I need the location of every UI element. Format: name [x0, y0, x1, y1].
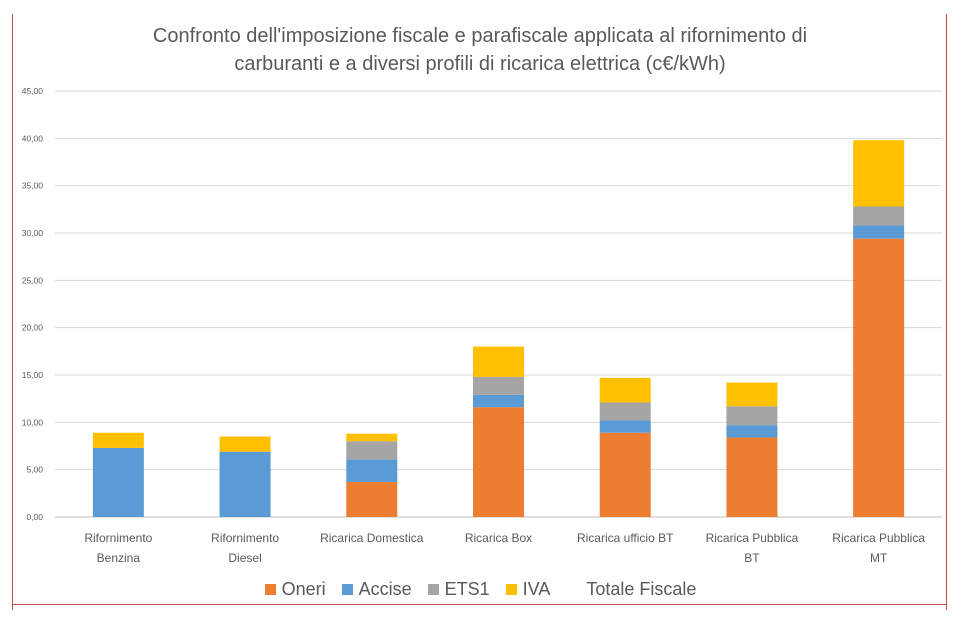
bar-accise [473, 394, 524, 408]
bar-iva [473, 346, 524, 377]
y-tick-label: 45,00 [22, 86, 44, 96]
x-category-label: Ricarica Pubblica BT [706, 531, 799, 565]
legend-item-oneri: Oneri [264, 578, 326, 600]
bar-oneri [346, 481, 398, 517]
frame-bottom-rule [12, 604, 946, 605]
x-category-label: Ricarica Box [465, 531, 532, 545]
y-tick-label: 10,00 [22, 417, 44, 427]
legend-item-accise: Accise [341, 578, 412, 600]
bar-oneri [599, 432, 651, 517]
legend-swatch [341, 583, 353, 595]
chart-title-line-2: carburanti e a diversi profili di ricari… [234, 53, 726, 75]
y-tick-label: 25,00 [22, 275, 44, 285]
bar-iva [599, 377, 651, 403]
legend-item-ets1: ETS1 [427, 578, 490, 600]
bar-accise [853, 225, 905, 239]
chart-legend: Oneri Accise ETS1 IVA Totale Fiscale [0, 576, 961, 602]
chart-title: Confronto dell'imposizione fiscale e par… [60, 22, 900, 78]
legend-item-totale-fiscale: Totale Fiscale [586, 578, 697, 599]
chart-frame [12, 14, 947, 610]
legend-label: Oneri [281, 578, 326, 599]
chart-title-line-1: Confronto dell'imposizione fiscale e par… [152, 25, 808, 47]
bar-accise [219, 451, 271, 517]
legend-item-iva: IVA [505, 578, 551, 600]
y-tick-label: 15,00 [22, 370, 44, 380]
bar-ets1 [726, 406, 778, 426]
x-category-label: Ricarica ufficio BT [577, 531, 674, 545]
x-category-label: Ricarica Domestica [320, 531, 424, 545]
x-category-label: Rifornimento Diesel [211, 531, 279, 565]
legend-swatch [505, 583, 517, 595]
x-category-label: Ricarica Pubblica MT [832, 531, 925, 565]
bar-oneri [853, 238, 905, 517]
bar-iva [219, 436, 271, 452]
bar-oneri [473, 407, 524, 517]
legend-swatch [264, 583, 276, 595]
y-tick-label: 35,00 [22, 181, 44, 191]
bar-ets1 [473, 376, 524, 395]
bar-ets1 [853, 206, 905, 226]
bar-ets1 [346, 441, 398, 460]
x-category-label: Rifornimento Benzina [84, 531, 152, 565]
y-tick-label: 5,00 [26, 465, 43, 475]
legend-label: ETS1 [444, 578, 490, 599]
y-tick-label: 30,00 [22, 228, 44, 238]
bar-accise [599, 420, 651, 433]
bar-iva [726, 382, 778, 407]
legend-label: Accise [358, 578, 412, 599]
y-tick-label: 0,00 [26, 512, 43, 522]
y-tick-label: 20,00 [22, 323, 44, 333]
legend-swatch [427, 583, 439, 595]
bar-accise [92, 447, 144, 517]
bar-ets1 [599, 402, 651, 421]
bar-iva [92, 432, 144, 448]
bar-oneri [726, 437, 778, 517]
bar-accise [726, 425, 778, 438]
bar-iva [346, 433, 398, 442]
legend-label: IVA [522, 578, 551, 599]
bar-iva [853, 140, 905, 207]
y-tick-label: 40,00 [22, 133, 44, 143]
bar-accise [346, 459, 398, 482]
